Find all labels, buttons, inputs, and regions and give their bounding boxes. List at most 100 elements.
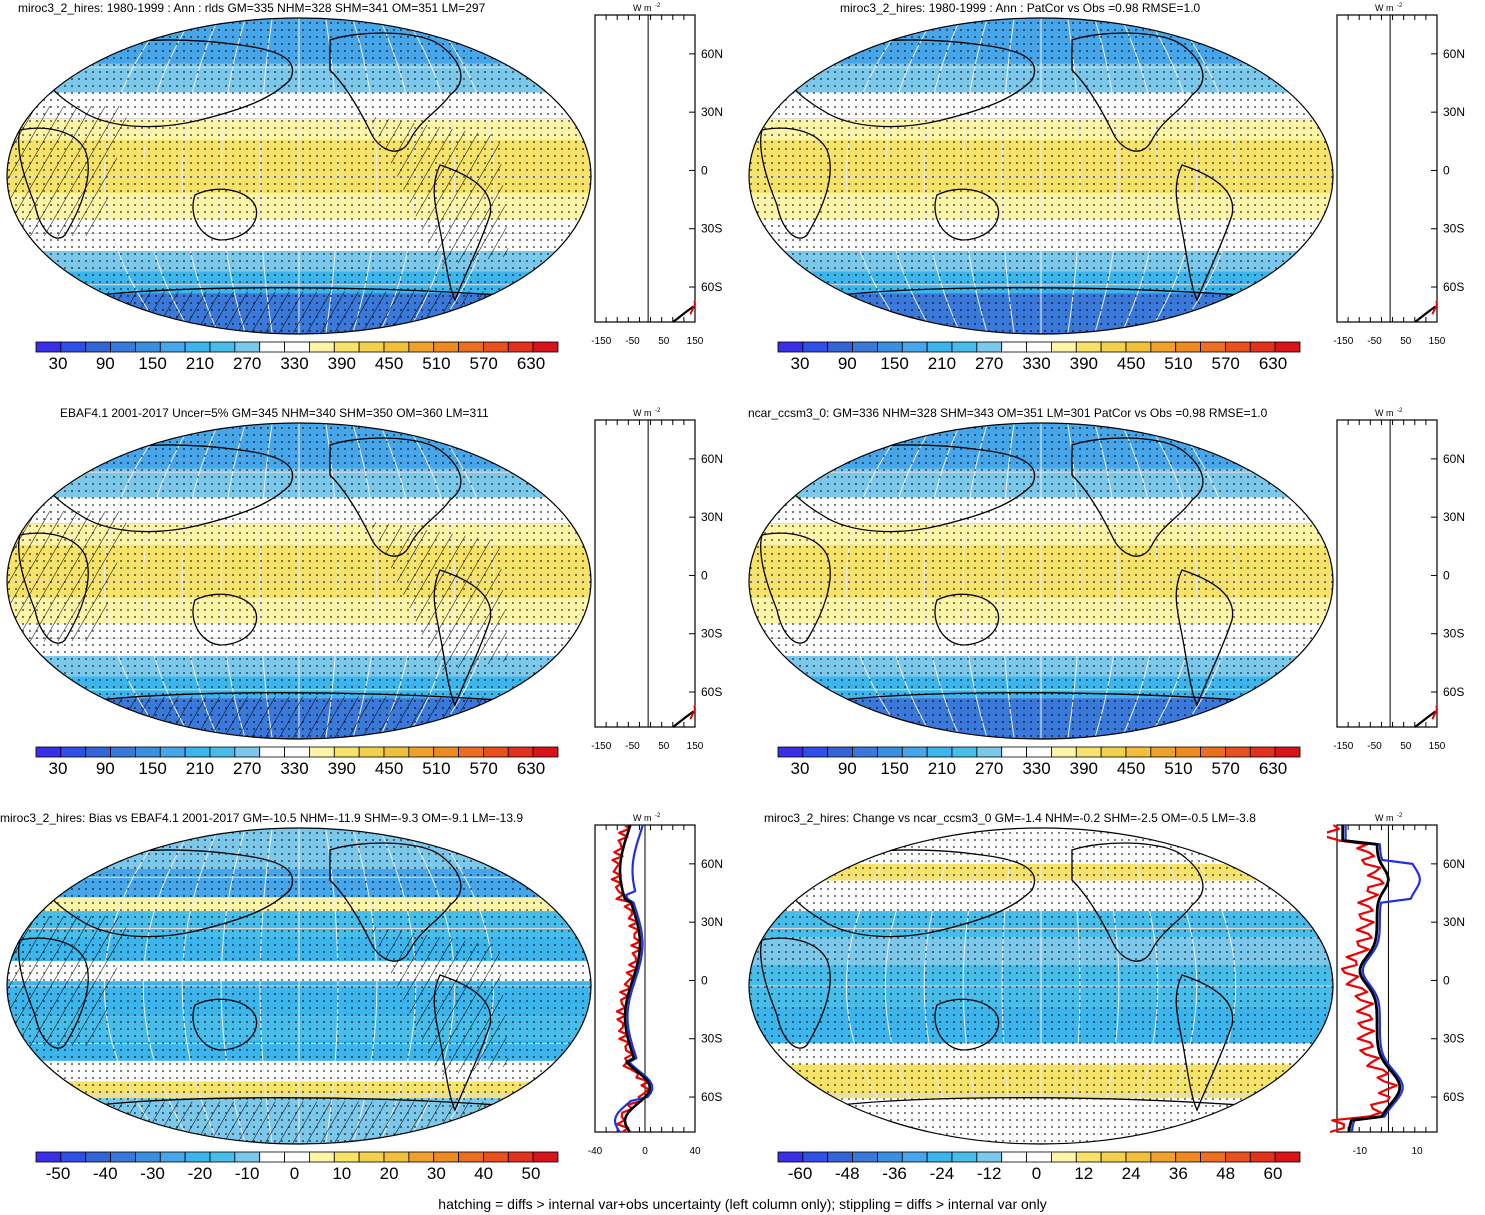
colorbar-swatch xyxy=(358,746,385,758)
latitude-tick-label: 60S xyxy=(1443,280,1464,294)
colorbar-tick-label: 60 xyxy=(1263,1164,1283,1183)
latitude-tick-label: 0 xyxy=(1443,163,1450,177)
colorbar-tick-label: -40 xyxy=(93,1164,118,1183)
stippling xyxy=(749,18,1333,334)
colorbar-swatch xyxy=(1274,1151,1301,1163)
colorbar-swatch xyxy=(877,1151,903,1163)
colorbar-tick-label: 330 xyxy=(1022,354,1051,373)
latitude-tick-label: 30S xyxy=(701,222,722,236)
colorbar-swatch xyxy=(85,1151,111,1163)
zonal-x-tick-label: -10 xyxy=(1353,1146,1368,1157)
hatching-region xyxy=(7,511,129,641)
coastline xyxy=(39,39,294,128)
colorbar-swatch xyxy=(877,341,903,353)
colorbar-swatch xyxy=(532,341,559,353)
latitude-tick-label: 0 xyxy=(1443,973,1450,987)
zonal-x-tick-label: 40 xyxy=(689,1146,701,1157)
hatching-region xyxy=(7,916,129,1046)
colorbar-swatch xyxy=(458,341,484,353)
colorbar-tick-label: 630 xyxy=(516,759,546,778)
colorbar-swatch xyxy=(1249,1151,1276,1163)
colorbar-tick-label: 150 xyxy=(138,354,167,373)
colorbar-swatch xyxy=(333,1151,360,1163)
colorbar-swatch xyxy=(852,746,878,758)
latitude-tick-label: 60N xyxy=(1443,452,1465,466)
colorbar-swatch xyxy=(35,341,62,353)
colorbar-tick-label: -30 xyxy=(140,1164,165,1183)
zonal-mean-series xyxy=(689,705,696,720)
zonal-mean-series xyxy=(610,824,651,1133)
zonal-x-tick-label: -150 xyxy=(1333,741,1353,752)
colorbar-tick-label: 90 xyxy=(837,759,857,778)
colorbar-tick-label: 270 xyxy=(975,354,1004,373)
colorbar-swatch xyxy=(234,746,261,758)
colorbar-swatch xyxy=(333,341,360,353)
colorbar-swatch xyxy=(209,1151,236,1163)
hatching-region xyxy=(7,291,591,334)
colorbar-labels: 30 90 150 210 270 330 390 450 510 570 630 xyxy=(35,759,560,781)
coastline xyxy=(433,974,492,1112)
panel-title: miroc3_2_hires: 1980-1999 : Ann : rlds G… xyxy=(18,1,486,15)
colorbar-swatch xyxy=(777,1151,804,1163)
map-border xyxy=(748,17,1334,335)
colorbar xyxy=(777,745,1302,763)
units-label: W m xyxy=(1375,813,1394,823)
panel-title: EBAF4.1 2001-2017 Uncer=5% GM=345 NHM=34… xyxy=(60,406,489,420)
colorbar-swatch xyxy=(1125,341,1152,353)
panel-miroc-bias: miroc3_2_hires: Bias vs EBAF4.1 2001-201… xyxy=(0,810,742,1215)
units-label: W m xyxy=(633,813,652,823)
panel-miroc-change: miroc3_2_hires: Change vs ncar_ccsm3_0 G… xyxy=(742,810,1484,1215)
colorbar-tick-label: 48 xyxy=(1216,1164,1236,1183)
latitude-tick-label: 60N xyxy=(1443,47,1465,61)
colorbar-swatch xyxy=(901,341,928,353)
zonal-mean-series xyxy=(672,710,695,728)
colorbar-swatch xyxy=(802,341,829,353)
latitude-tick-label: 60S xyxy=(701,280,722,294)
colorbar-tick-label: 36 xyxy=(1168,1164,1188,1183)
colorbar-swatch xyxy=(951,746,978,758)
colorbar-swatch xyxy=(184,341,211,353)
colorbar-swatch xyxy=(1274,341,1301,353)
colorbar-swatch xyxy=(532,746,559,758)
colorbar-tick-label: 24 xyxy=(1121,1164,1141,1183)
colorbar-swatch xyxy=(383,1151,410,1163)
coastline xyxy=(18,532,89,644)
colorbar-swatch xyxy=(507,341,534,353)
coastline xyxy=(18,127,89,239)
colorbar-swatch xyxy=(184,746,211,758)
colorbar-tick-label: 150 xyxy=(880,354,909,373)
latitude-tick-label: 0 xyxy=(701,163,708,177)
zonal-plot-frame xyxy=(1336,14,1438,323)
stippling xyxy=(749,828,1333,1144)
colorbar-tick-label: -10 xyxy=(234,1164,260,1183)
colorbar-swatch xyxy=(976,1151,1003,1163)
colorbar-tick-label: 450 xyxy=(1116,759,1146,778)
colorbar-swatch xyxy=(1001,1151,1027,1163)
units-label: W m xyxy=(1375,3,1394,13)
colorbar-tick-label: -48 xyxy=(835,1164,860,1183)
latitude-tick-label: 30N xyxy=(1443,915,1465,929)
colorbar-tick-label: 570 xyxy=(469,759,498,778)
colorbar-swatch xyxy=(1225,341,1251,353)
colorbar-tick-label: -36 xyxy=(882,1164,907,1183)
colorbar-swatch xyxy=(60,746,87,758)
zonal-mean-plot: 60N 30N 0 30S 60S W m -2 -150 -50 50 150 xyxy=(1333,3,1465,347)
colorbar-tick-label: 570 xyxy=(1211,354,1240,373)
colorbar-swatch xyxy=(901,746,928,758)
colorbar-swatch xyxy=(1274,746,1301,758)
colorbar-tick-label: 570 xyxy=(1211,759,1240,778)
colorbar-swatch xyxy=(1075,1151,1102,1163)
colorbar-swatch xyxy=(827,746,853,758)
colorbar-swatch xyxy=(184,1151,211,1163)
colorbar-tick-label: 12 xyxy=(1074,1164,1094,1183)
colorbar-swatch xyxy=(1225,746,1251,758)
zonal-plot-frame xyxy=(1336,419,1438,728)
colorbar-swatch xyxy=(234,1151,261,1163)
colorbar-swatch xyxy=(259,341,285,353)
zonal-x-tick-label: 50 xyxy=(1400,336,1412,347)
latitude-tick-label: 30S xyxy=(1443,1032,1464,1046)
panel-miroc-climatology: miroc3_2_hires: 1980-1999 : Ann : rlds G… xyxy=(0,0,742,405)
colorbar-labels: -50 -40 -30 -20 -10 0 10 20 30 40 50 xyxy=(35,1164,560,1186)
panel-title: ncar_ccsm3_0: GM=336 NHM=328 SHM=343 OM=… xyxy=(748,406,1268,420)
zonal-mean-series xyxy=(1431,705,1438,720)
